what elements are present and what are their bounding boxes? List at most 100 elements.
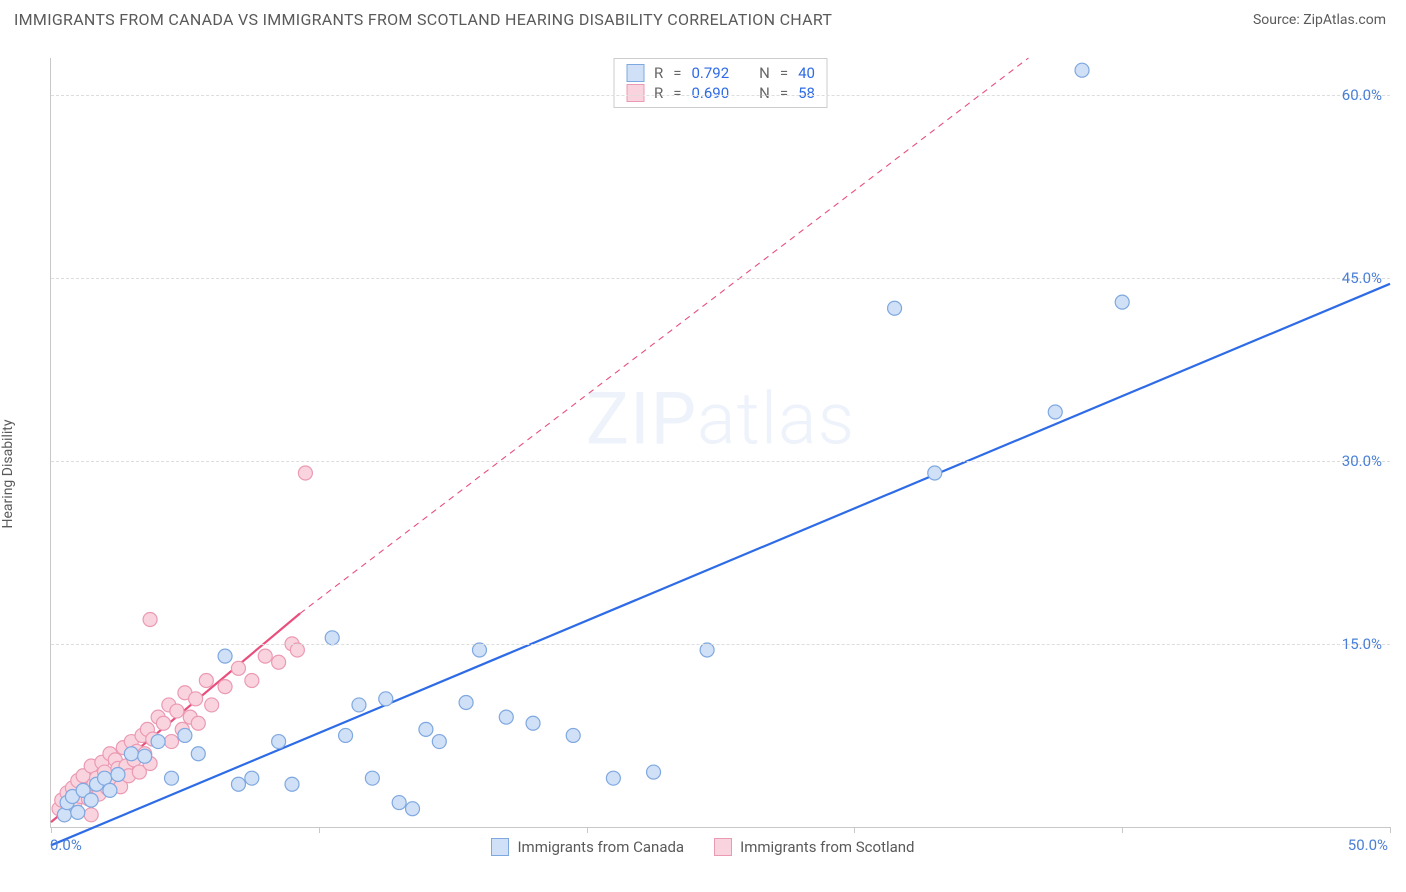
point-canada [165, 771, 179, 785]
point-scotland [199, 674, 213, 688]
point-canada [57, 808, 71, 822]
x-tick [587, 827, 588, 833]
legend-item-scotland: Immigrants from Scotland [714, 838, 914, 856]
point-scotland [245, 674, 259, 688]
legend-item-canada: Immigrants from Canada [491, 838, 684, 856]
point-canada [365, 771, 379, 785]
correlation-legend: R = 0.792 N = 40 R = 0.690 N = 58 [613, 58, 828, 108]
y-tick-label: 45.0% [1342, 269, 1382, 287]
point-canada [103, 783, 117, 797]
point-canada [379, 692, 393, 706]
r-value-canada: 0.792 [691, 64, 729, 82]
point-canada [499, 710, 513, 724]
r-value-scotland: 0.690 [691, 84, 729, 102]
equals-icon: = [780, 84, 788, 102]
equals-icon: = [673, 84, 681, 102]
point-scotland [231, 661, 245, 675]
point-canada [432, 735, 446, 749]
equals-icon: = [673, 64, 681, 82]
point-scotland [290, 643, 304, 657]
point-canada [231, 777, 245, 791]
y-tick-label: 60.0% [1342, 86, 1382, 104]
point-canada [272, 735, 286, 749]
trend-line-canada [51, 284, 1390, 845]
point-scotland [84, 808, 98, 822]
legend-row-scotland: R = 0.690 N = 58 [626, 83, 815, 103]
r-label-scotland: R [654, 84, 663, 102]
point-canada [339, 728, 353, 742]
n-value-canada: 40 [798, 64, 815, 82]
point-canada [111, 768, 125, 782]
legend-label-canada: Immigrants from Canada [517, 838, 684, 856]
gridline [51, 95, 1390, 96]
x-tick [1122, 827, 1123, 833]
point-canada [325, 631, 339, 645]
point-canada [459, 695, 473, 709]
chart-title: IMMIGRANTS FROM CANADA VS IMMIGRANTS FRO… [14, 10, 832, 29]
point-canada [285, 777, 299, 791]
trend-line-ext-scotland [300, 58, 1028, 613]
point-canada [419, 722, 433, 736]
plot-region: ZIPatlas R = 0.792 N = 40 R = 0.690 N = [50, 58, 1390, 828]
plot-svg [51, 58, 1390, 827]
point-canada [352, 698, 366, 712]
n-label-scotland: N [759, 84, 770, 102]
point-scotland [189, 692, 203, 706]
source-attribution: Source: ZipAtlas.com [1253, 12, 1386, 28]
point-canada [191, 747, 205, 761]
point-scotland [272, 655, 286, 669]
point-scotland [205, 698, 219, 712]
series-legend: Immigrants from Canada Immigrants from S… [0, 838, 1406, 856]
point-scotland [143, 612, 157, 626]
point-canada [1048, 405, 1062, 419]
r-label-canada: R [654, 64, 663, 82]
source-prefix: Source: [1253, 12, 1303, 28]
point-scotland [258, 649, 272, 663]
x-tick [854, 827, 855, 833]
point-canada [700, 643, 714, 657]
point-scotland [156, 716, 170, 730]
point-canada [178, 728, 192, 742]
point-canada [888, 301, 902, 315]
point-canada [928, 466, 942, 480]
point-canada [151, 735, 165, 749]
x-tick [1390, 827, 1391, 833]
point-scotland [165, 735, 179, 749]
legend-row-canada: R = 0.792 N = 40 [626, 63, 815, 83]
equals-icon: = [780, 64, 788, 82]
n-label-canada: N [759, 64, 770, 82]
point-scotland [170, 704, 184, 718]
gridline [51, 461, 1390, 462]
point-scotland [298, 466, 312, 480]
x-tick [51, 827, 52, 833]
point-canada [245, 771, 259, 785]
point-canada [526, 716, 540, 730]
gridline [51, 278, 1390, 279]
point-canada [218, 649, 232, 663]
point-canada [647, 765, 661, 779]
y-axis-title: Hearing Disability [0, 420, 16, 529]
swatch-canada [491, 838, 509, 856]
point-canada [71, 805, 85, 819]
swatch-canada [626, 64, 644, 82]
point-canada [138, 749, 152, 763]
point-canada [124, 747, 138, 761]
point-canada [392, 796, 406, 810]
y-tick-label: 15.0% [1342, 635, 1382, 653]
swatch-scotland [714, 838, 732, 856]
gridline [51, 644, 1390, 645]
point-canada [84, 793, 98, 807]
x-tick [319, 827, 320, 833]
chart-header: IMMIGRANTS FROM CANADA VS IMMIGRANTS FRO… [0, 0, 1406, 35]
point-canada [606, 771, 620, 785]
point-canada [406, 802, 420, 816]
source-link[interactable]: ZipAtlas.com [1303, 12, 1386, 28]
point-canada [1075, 63, 1089, 77]
n-value-scotland: 58 [798, 84, 815, 102]
point-scotland [218, 680, 232, 694]
legend-label-scotland: Immigrants from Scotland [740, 838, 914, 856]
point-canada [566, 728, 580, 742]
swatch-scotland [626, 84, 644, 102]
point-scotland [191, 716, 205, 730]
y-tick-label: 30.0% [1342, 452, 1382, 470]
